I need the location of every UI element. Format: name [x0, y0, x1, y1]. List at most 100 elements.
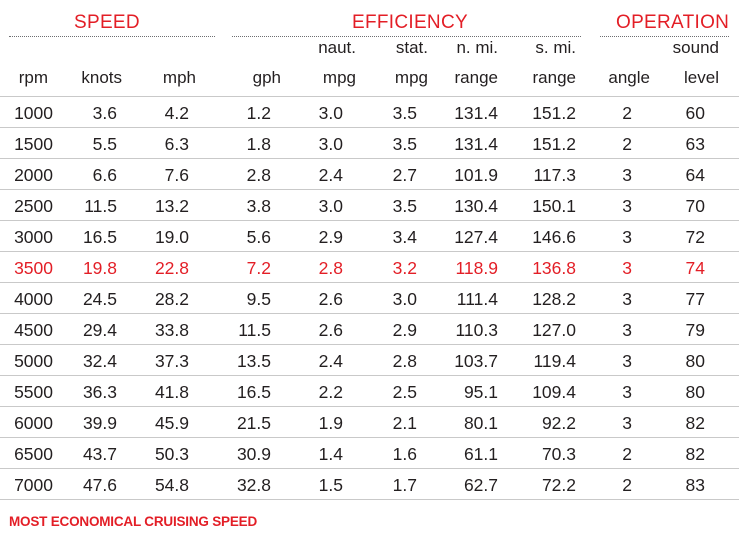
cell-rpm: 1000 — [14, 103, 53, 123]
cell-s-mi-range: 136.8 — [532, 258, 576, 278]
cell-knots: 11.5 — [84, 196, 117, 216]
cell-knots: 36.3 — [82, 382, 117, 402]
header-separator — [0, 96, 739, 97]
cell-gph: 1.8 — [246, 134, 271, 154]
cell-stat-mpg: 2.1 — [392, 413, 417, 433]
cell-angle: 3 — [622, 289, 632, 309]
column-header-mph: mph — [162, 68, 196, 87]
cell-angle: 2 — [622, 444, 632, 464]
cell-sound-level: 80 — [685, 351, 705, 371]
cell-rpm: 4500 — [14, 320, 53, 340]
cell-sound-level: 77 — [685, 289, 705, 309]
cell-naut-mpg: 2.4 — [318, 351, 343, 371]
column-header-top-naut-mpg: naut. — [318, 38, 356, 57]
cell-gph: 21.5 — [236, 413, 271, 433]
column-header-s-mi-range: range — [532, 68, 576, 87]
row-separator — [0, 158, 739, 159]
cell-rpm: 3500 — [14, 258, 53, 278]
cell-s-mi-range: 146.6 — [532, 227, 576, 247]
cell-naut-mpg: 2.8 — [318, 258, 343, 278]
cell-sound-level: 63 — [685, 134, 705, 154]
cell-sound-level: 72 — [685, 227, 705, 247]
cell-naut-mpg: 2.2 — [318, 382, 343, 402]
cell-mph: 19.0 — [154, 227, 189, 247]
cell-n-mi-range: 101.9 — [454, 165, 498, 185]
cell-knots: 6.6 — [92, 165, 117, 185]
cell-stat-mpg: 3.5 — [392, 134, 417, 154]
cell-gph: 13.5 — [236, 351, 271, 371]
cell-sound-level: 64 — [685, 165, 705, 185]
column-header-rpm: rpm — [18, 68, 48, 87]
cell-n-mi-range: 127.4 — [454, 227, 498, 247]
cell-sound-level: 83 — [685, 475, 705, 495]
column-header-top-s-mi-range: s. mi. — [535, 38, 576, 57]
row-separator — [0, 282, 739, 283]
cell-knots: 5.5 — [92, 134, 117, 154]
cell-stat-mpg: 1.6 — [392, 444, 417, 464]
cell-n-mi-range: 80.1 — [463, 413, 498, 433]
column-header-gph: gph — [252, 68, 281, 87]
section-heading-efficiency: EFFICIENCY — [352, 12, 468, 33]
cell-naut-mpg: 1.5 — [318, 475, 343, 495]
cell-mph: 41.8 — [154, 382, 189, 402]
footnote: MOST ECONOMICAL CRUISING SPEED — [9, 514, 258, 529]
cell-mph: 28.2 — [154, 289, 189, 309]
cell-angle: 3 — [622, 382, 632, 402]
row-separator — [0, 251, 739, 252]
cell-stat-mpg: 2.5 — [392, 382, 417, 402]
cell-s-mi-range: 70.3 — [541, 444, 576, 464]
cell-s-mi-range: 128.2 — [532, 289, 576, 309]
cell-gph: 2.8 — [246, 165, 271, 185]
cell-n-mi-range: 118.9 — [455, 258, 499, 278]
row-separator — [0, 468, 739, 469]
cell-n-mi-range: 95.1 — [463, 382, 498, 402]
cell-s-mi-range: 109.4 — [532, 382, 576, 402]
cell-gph: 11.5 — [238, 320, 271, 340]
cell-mph: 6.3 — [164, 134, 189, 154]
column-header-top-stat-mpg: stat. — [395, 38, 428, 57]
cell-angle: 3 — [622, 351, 632, 371]
row-separator — [0, 499, 739, 500]
cell-naut-mpg: 2.6 — [318, 320, 343, 340]
cell-rpm: 2000 — [14, 165, 53, 185]
cell-naut-mpg: 2.6 — [318, 289, 343, 309]
cell-knots: 32.4 — [82, 351, 117, 371]
cell-sound-level: 74 — [685, 258, 705, 278]
cell-naut-mpg: 3.0 — [318, 103, 343, 123]
cell-n-mi-range: 103.7 — [454, 351, 498, 371]
cell-angle: 2 — [622, 103, 632, 123]
cell-s-mi-range: 150.1 — [532, 196, 576, 216]
cell-naut-mpg: 2.9 — [318, 227, 343, 247]
efficiency-rule — [232, 36, 581, 37]
cell-gph: 30.9 — [236, 444, 271, 464]
cell-rpm: 2500 — [14, 196, 53, 216]
cell-rpm: 6500 — [14, 444, 53, 464]
cell-mph: 33.8 — [154, 320, 189, 340]
cell-s-mi-range: 72.2 — [541, 475, 576, 495]
cell-knots: 3.6 — [92, 103, 117, 123]
cell-rpm: 6000 — [14, 413, 53, 433]
cell-angle: 3 — [622, 227, 632, 247]
cell-sound-level: 79 — [685, 320, 705, 340]
cell-rpm: 5000 — [14, 351, 53, 371]
cell-stat-mpg: 2.7 — [392, 165, 417, 185]
column-header-angle: angle — [608, 68, 650, 87]
cell-n-mi-range: 61.1 — [463, 444, 498, 464]
row-separator — [0, 344, 739, 345]
speed-rule — [9, 36, 215, 37]
cell-s-mi-range: 127.0 — [532, 320, 576, 340]
cell-mph: 7.6 — [164, 165, 189, 185]
cell-stat-mpg: 2.8 — [392, 351, 417, 371]
row-separator — [0, 406, 739, 407]
cell-rpm: 3000 — [14, 227, 53, 247]
cell-gph: 5.6 — [246, 227, 271, 247]
cell-naut-mpg: 3.0 — [318, 196, 343, 216]
cell-stat-mpg: 3.5 — [392, 103, 417, 123]
cell-knots: 24.5 — [82, 289, 117, 309]
cell-n-mi-range: 130.4 — [454, 196, 498, 216]
cell-naut-mpg: 1.9 — [318, 413, 343, 433]
row-separator — [0, 437, 739, 438]
cell-mph: 13.2 — [154, 196, 189, 216]
cell-n-mi-range: 131.4 — [454, 103, 498, 123]
cell-angle: 2 — [622, 475, 632, 495]
